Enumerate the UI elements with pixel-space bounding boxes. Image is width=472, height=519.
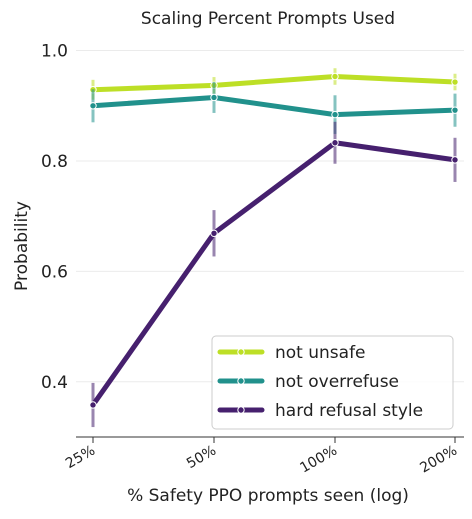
data-point: [451, 78, 459, 86]
legend-box: [211, 335, 454, 430]
x-axis-label: % Safety PPO prompts seen (log): [127, 486, 409, 506]
data-point: [331, 139, 339, 147]
legend: not unsafe not overrefuse hard refusal sty…: [211, 335, 454, 430]
chart-title: Scaling Percent Prompts Used: [141, 9, 395, 29]
data-point: [451, 106, 459, 114]
legend-marker: [237, 377, 245, 385]
x-tick-label: 200%: [417, 443, 460, 477]
series-not-unsafe: [89, 68, 459, 100]
series-line: [90, 94, 458, 118]
legend-marker: [237, 406, 245, 414]
y-axis-label: Probability: [12, 201, 32, 291]
x-tick-label: 50%: [184, 443, 219, 472]
legend-label: not overrefuse: [275, 372, 399, 392]
data-point: [331, 72, 339, 81]
x-tick-label: 25%: [63, 443, 98, 472]
grid: [76, 50, 464, 383]
series-line: [90, 74, 458, 93]
legend-label: hard refusal style: [275, 401, 423, 421]
y-tick-label: 0.8: [41, 152, 68, 172]
data-point: [451, 156, 459, 164]
data-point: [210, 229, 218, 237]
data-point: [89, 401, 97, 409]
series-group: [89, 68, 459, 428]
x-tick-label: 100%: [297, 443, 340, 477]
legend-label: not unsafe: [275, 343, 366, 363]
legend-marker: [237, 348, 245, 356]
data-point: [331, 110, 339, 119]
y-tick-label: 1.0: [41, 42, 68, 62]
data-point: [89, 102, 97, 110]
series-not-overrefuse: [89, 82, 459, 134]
series-line: [90, 140, 458, 408]
y-tick-label: 0.4: [41, 373, 68, 393]
y-tick-label: 0.6: [41, 262, 68, 282]
data-point: [210, 93, 218, 102]
series-hard-refusal-style: [89, 121, 459, 428]
